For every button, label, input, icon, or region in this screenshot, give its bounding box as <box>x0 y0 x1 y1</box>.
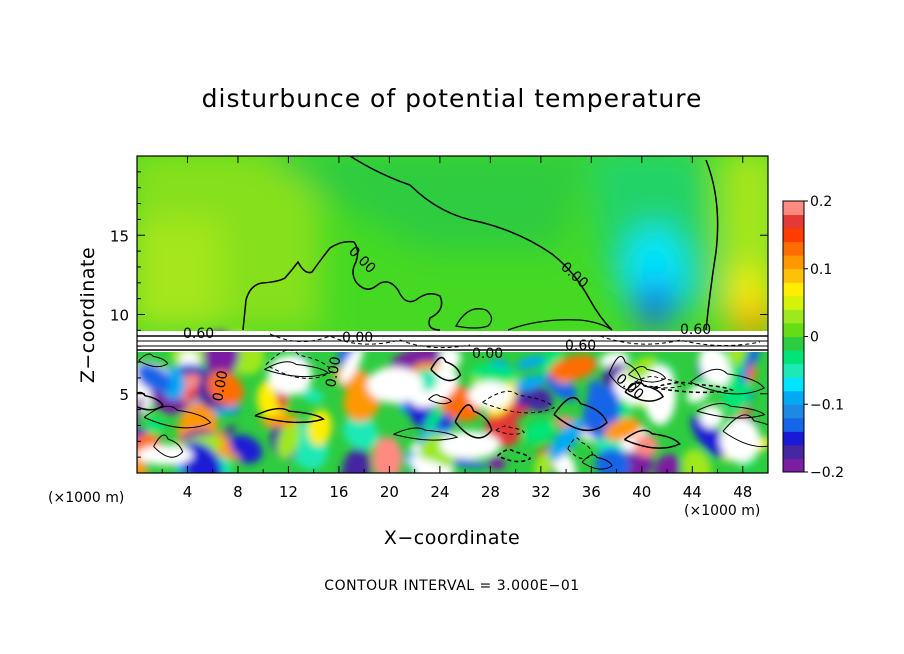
colorbar-segment <box>783 444 804 459</box>
colorbar-segment <box>783 255 804 270</box>
x-tick-label: 16 <box>329 483 348 501</box>
x-unit-left: (×1000 m) <box>48 490 125 506</box>
x-tick-label: 44 <box>683 483 702 501</box>
x-tick-label: 20 <box>380 483 399 501</box>
colorbar-segment <box>783 322 804 337</box>
colorbar-segment <box>783 309 804 324</box>
y-axis-label: Z−coordinate <box>77 246 99 384</box>
colorbar-segment <box>783 336 804 351</box>
colorbar-segment <box>783 268 804 283</box>
colorbar-tick-label: −0.1 <box>810 397 844 413</box>
colorbar-tick-label: 0 <box>810 330 819 346</box>
plot-area <box>137 156 768 473</box>
contour-label: 0.60 <box>680 322 711 338</box>
x-tick-label: 4 <box>183 483 193 501</box>
lower-field-features <box>137 330 768 473</box>
contour-interval: CONTOUR INTERVAL = 3.000E−01 <box>324 578 580 594</box>
contour-label: 0.00 <box>323 355 344 388</box>
y-tick-label: 5 <box>119 386 129 404</box>
colorbar-segment <box>783 431 804 446</box>
x-tick-label: 24 <box>430 483 449 501</box>
upper-field-features <box>137 156 768 340</box>
y-axis: 5 10 15 <box>110 171 768 458</box>
contour-label: 0.00 <box>342 330 373 346</box>
x-tick-label: 48 <box>733 483 752 501</box>
colorbar-segment <box>783 363 804 378</box>
x-unit-right: (×1000 m) <box>684 503 761 519</box>
contour-label: 0.60 <box>183 326 214 342</box>
colorbar-segment <box>783 458 804 473</box>
colorbar-segment <box>783 377 804 392</box>
colorbar-segment <box>783 228 804 243</box>
y-tick-label: 10 <box>110 307 129 325</box>
colorbar-segment <box>783 350 804 365</box>
colorbar-segment <box>783 282 804 297</box>
zero-contour-upper <box>349 156 613 331</box>
x-tick-label: 8 <box>233 483 243 501</box>
colorbar-tick-label: 0.2 <box>810 194 832 210</box>
x-tick-label: 40 <box>632 483 651 501</box>
colorbar-tick-label: 0.1 <box>810 262 832 278</box>
x-tick-label: 36 <box>582 483 601 501</box>
colorbar-segment <box>783 241 804 256</box>
colorbar-segment <box>783 295 804 310</box>
colorbar-tick-label: −0.2 <box>810 465 844 481</box>
colorbar-segment <box>783 214 804 229</box>
colorbar-segment <box>783 417 804 432</box>
chart-title: disturbunce of potential temperature <box>201 84 703 113</box>
x-tick-label: 12 <box>279 483 298 501</box>
x-tick-label: 32 <box>531 483 550 501</box>
colorbar-segment <box>783 201 804 216</box>
x-axis-label: X−coordinate <box>383 527 521 549</box>
colorbar-segment <box>783 404 804 419</box>
lower-contours <box>137 349 768 470</box>
zero-contour-left <box>242 240 443 331</box>
x-axis: 4 8 12 16 20 24 28 32 36 40 44 48 <box>161 156 752 501</box>
y-tick-label: 15 <box>110 227 129 245</box>
contour-label: 0.00 <box>472 346 503 362</box>
x-tick-label: 28 <box>481 483 500 501</box>
colorbar-frame <box>782 200 805 473</box>
colorbar: 0.2 0.1 0 −0.1 −0.2 <box>783 194 844 481</box>
contour-label: 0.00 <box>210 369 231 402</box>
contour-label: 0.60 <box>565 338 596 354</box>
colorbar-segment <box>783 390 804 405</box>
